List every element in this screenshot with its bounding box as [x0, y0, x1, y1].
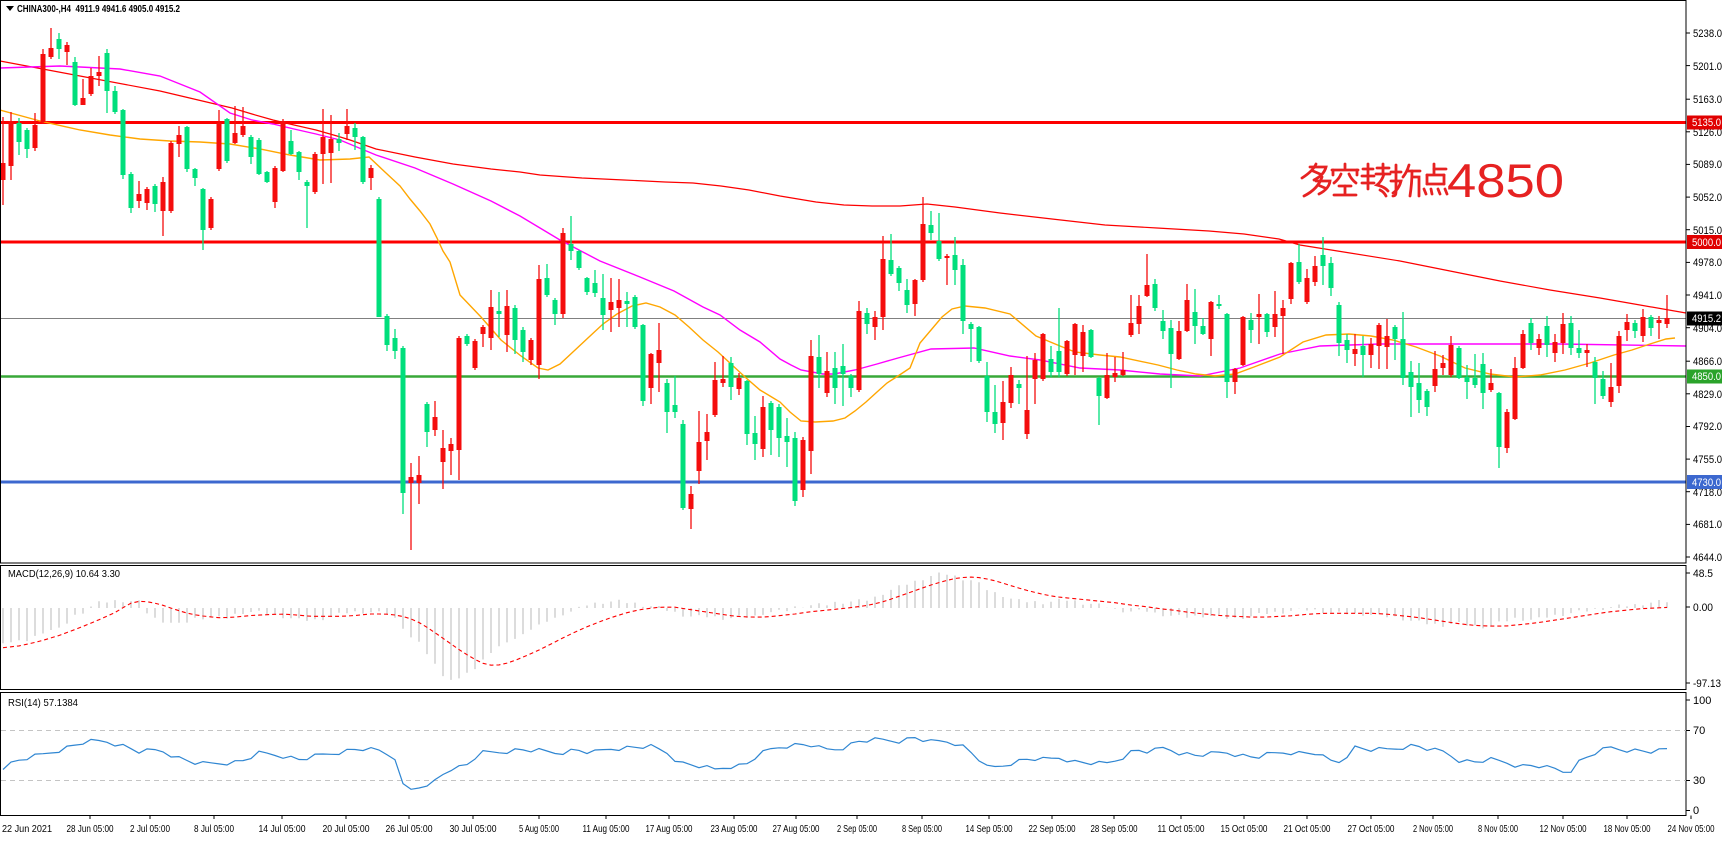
- svg-text:48.5: 48.5: [1693, 568, 1713, 580]
- svg-text:0: 0: [1693, 805, 1699, 817]
- svg-text:4978.0: 4978.0: [1693, 257, 1722, 269]
- svg-text:4681.0: 4681.0: [1693, 519, 1722, 531]
- svg-text:5163.0: 5163.0: [1693, 94, 1722, 106]
- svg-text:5 Aug 05:00: 5 Aug 05:00: [519, 823, 559, 835]
- svg-text:70: 70: [1693, 725, 1705, 737]
- svg-text:CHINA300-,H4 4911.9 4941.6 49: CHINA300-,H4 4911.9 4941.6 4905.0 4915.2: [17, 3, 180, 15]
- svg-text:4915.2: 4915.2: [1692, 313, 1721, 325]
- svg-text:4718.0: 4718.0: [1693, 487, 1722, 499]
- svg-text:4730.0: 4730.0: [1692, 477, 1721, 489]
- svg-text:2 Jul 05:00: 2 Jul 05:00: [130, 823, 170, 835]
- svg-text:23 Aug 05:00: 23 Aug 05:00: [711, 823, 758, 835]
- svg-text:4904.0: 4904.0: [1693, 323, 1722, 335]
- svg-text:11 Aug 05:00: 11 Aug 05:00: [583, 823, 630, 835]
- svg-text:8 Nov 05:00: 8 Nov 05:00: [1478, 823, 1518, 835]
- svg-text:30: 30: [1693, 775, 1705, 787]
- svg-text:4866.0: 4866.0: [1693, 356, 1722, 368]
- svg-text:14 Sep 05:00: 14 Sep 05:00: [966, 823, 1013, 835]
- svg-text:20 Jul 05:00: 20 Jul 05:00: [323, 823, 370, 835]
- svg-text:5089.0: 5089.0: [1693, 159, 1722, 171]
- svg-text:5000.0: 5000.0: [1692, 237, 1721, 249]
- svg-text:4941.0: 4941.0: [1693, 290, 1722, 302]
- svg-text:21 Oct 05:00: 21 Oct 05:00: [1284, 823, 1331, 835]
- svg-text:100: 100: [1693, 695, 1711, 707]
- svg-text:5201.0: 5201.0: [1693, 61, 1722, 73]
- svg-text:30 Jul 05:00: 30 Jul 05:00: [450, 823, 497, 835]
- svg-text:8 Jul 05:00: 8 Jul 05:00: [194, 823, 234, 835]
- svg-text:4850.0: 4850.0: [1692, 371, 1721, 383]
- svg-text:22 Jun 2021: 22 Jun 2021: [2, 823, 52, 835]
- svg-text:14 Jul 05:00: 14 Jul 05:00: [259, 823, 306, 835]
- svg-text:27 Aug 05:00: 27 Aug 05:00: [773, 823, 820, 835]
- svg-text:5135.0: 5135.0: [1692, 117, 1721, 129]
- svg-text:5238.0: 5238.0: [1693, 28, 1722, 40]
- svg-text:4755.0: 4755.0: [1693, 454, 1722, 466]
- svg-text:8 Sep 05:00: 8 Sep 05:00: [902, 823, 942, 835]
- svg-text:18 Nov 05:00: 18 Nov 05:00: [1604, 823, 1651, 835]
- svg-text:4792.0: 4792.0: [1693, 421, 1722, 433]
- svg-text:15 Oct 05:00: 15 Oct 05:00: [1221, 823, 1268, 835]
- svg-text:4850: 4850: [1447, 154, 1564, 207]
- svg-text:MACD(12,26,9) 10.64 3.30: MACD(12,26,9) 10.64 3.30: [8, 568, 120, 580]
- svg-text:2 Sep 05:00: 2 Sep 05:00: [837, 823, 877, 835]
- svg-text:24 Nov 05:00: 24 Nov 05:00: [1668, 823, 1715, 835]
- svg-text:RSI(14) 57.1384: RSI(14) 57.1384: [8, 697, 78, 709]
- svg-text:5126.0: 5126.0: [1693, 127, 1722, 139]
- svg-text:12 Nov 05:00: 12 Nov 05:00: [1540, 823, 1587, 835]
- svg-text:-97.13: -97.13: [1693, 678, 1721, 690]
- svg-text:28 Jun 05:00: 28 Jun 05:00: [67, 823, 114, 835]
- svg-text:5052.0: 5052.0: [1693, 192, 1722, 204]
- svg-text:28 Sep 05:00: 28 Sep 05:00: [1091, 823, 1138, 835]
- svg-text:17 Aug 05:00: 17 Aug 05:00: [646, 823, 693, 835]
- svg-text:22 Sep 05:00: 22 Sep 05:00: [1029, 823, 1076, 835]
- svg-text:27 Oct 05:00: 27 Oct 05:00: [1348, 823, 1395, 835]
- svg-text:26 Jul 05:00: 26 Jul 05:00: [386, 823, 433, 835]
- svg-text:11 Oct 05:00: 11 Oct 05:00: [1158, 823, 1205, 835]
- svg-text:2 Nov 05:00: 2 Nov 05:00: [1413, 823, 1453, 835]
- svg-text:4644.0: 4644.0: [1693, 552, 1722, 564]
- svg-text:0.00: 0.00: [1693, 602, 1713, 614]
- svg-text:4829.0: 4829.0: [1693, 389, 1722, 401]
- svg-text:5015.0: 5015.0: [1693, 225, 1722, 237]
